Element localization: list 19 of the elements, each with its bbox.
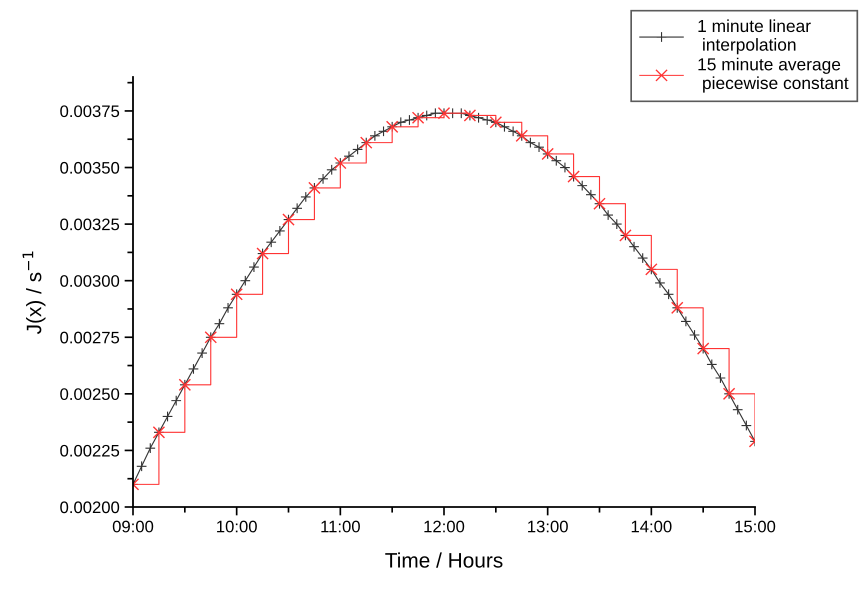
x-tick-label: 14:00 (632, 520, 672, 532)
y-tick-label: 0.00375 (60, 105, 120, 118)
y-tick-label: 0.00325 (60, 218, 120, 230)
y-tick-label: 0.00275 (60, 332, 120, 344)
y-axis-title: J(x) / s$^{−1}$ (22, 252, 46, 334)
y-tick-label: 0.00200 (60, 501, 120, 514)
x-tick-label: 13:00 (528, 520, 568, 532)
x-tick-label: 12:00 (424, 520, 464, 532)
y-tick-label: 0.00250 (60, 388, 120, 400)
y-tick-label: 0.00225 (60, 444, 120, 457)
x-tick-label: 11:00 (321, 520, 360, 532)
x-tick-label: 10:00 (217, 520, 257, 532)
y-tick-label: 0.00350 (60, 162, 120, 174)
x-tick-label: 09:00 (112, 520, 154, 532)
legend-label: 1 minute linear interpolation (698, 19, 811, 54)
x-axis-title: Time / Hours (385, 552, 502, 568)
y-tick-label: 0.00300 (60, 275, 120, 287)
legend-label: 15 minute average piecewise constant (698, 58, 849, 93)
x-tick-label: 15:00 (735, 520, 776, 532)
